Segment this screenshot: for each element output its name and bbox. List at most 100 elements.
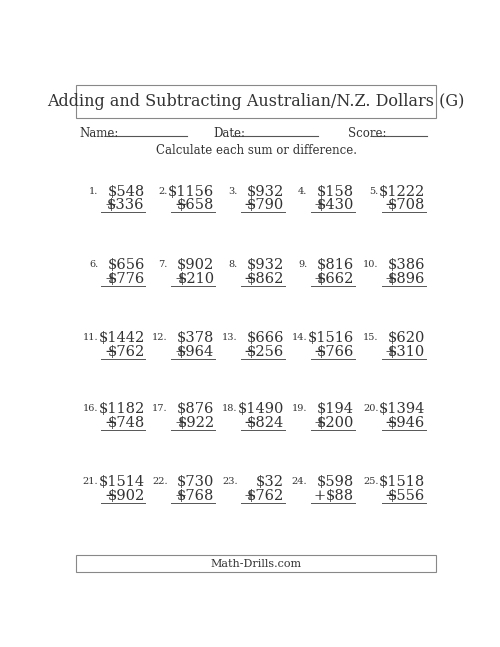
Text: $656: $656 <box>108 258 144 272</box>
Text: $620: $620 <box>388 331 425 345</box>
Text: $556: $556 <box>388 488 425 503</box>
Text: 15.: 15. <box>363 333 378 342</box>
Text: +: + <box>174 488 186 503</box>
Text: 2.: 2. <box>158 187 168 196</box>
Text: $310: $310 <box>388 345 425 358</box>
Text: −: − <box>385 199 397 212</box>
Text: $762: $762 <box>247 488 284 503</box>
Text: −: − <box>174 199 186 212</box>
Text: $666: $666 <box>246 331 284 345</box>
Text: $662: $662 <box>316 272 354 285</box>
Text: +: + <box>314 199 326 212</box>
Text: $1442: $1442 <box>98 331 144 345</box>
Text: 23.: 23. <box>222 477 238 487</box>
Text: 1.: 1. <box>89 187 98 196</box>
Text: $658: $658 <box>177 199 214 212</box>
Text: −: − <box>385 415 397 430</box>
Text: $902: $902 <box>177 258 214 272</box>
Text: $32: $32 <box>256 475 284 489</box>
Text: Calculate each sum or difference.: Calculate each sum or difference. <box>156 144 357 157</box>
Text: $194: $194 <box>317 402 354 416</box>
Text: 18.: 18. <box>222 404 238 413</box>
Text: +: + <box>174 345 186 358</box>
Text: 6.: 6. <box>89 260 98 269</box>
Text: −: − <box>244 415 256 430</box>
Text: $1516: $1516 <box>308 331 354 345</box>
Text: $200: $200 <box>316 415 354 430</box>
Text: $1182: $1182 <box>98 402 144 416</box>
Text: +: + <box>314 415 326 430</box>
Text: 17.: 17. <box>152 404 168 413</box>
Text: $824: $824 <box>247 415 284 430</box>
Text: $816: $816 <box>316 258 354 272</box>
Text: 13.: 13. <box>222 333 238 342</box>
Text: $548: $548 <box>108 184 144 199</box>
Text: −: − <box>104 345 117 358</box>
Text: Score:: Score: <box>348 127 386 140</box>
Text: +: + <box>104 272 117 285</box>
Text: Adding and Subtracting Australian/N.Z. Dollars (G): Adding and Subtracting Australian/N.Z. D… <box>48 93 465 110</box>
Text: $790: $790 <box>247 199 284 212</box>
Text: 8.: 8. <box>228 260 237 269</box>
Text: $708: $708 <box>388 199 425 212</box>
Text: +: + <box>104 199 117 212</box>
Text: Math-Drills.com: Math-Drills.com <box>210 558 302 569</box>
Text: $256: $256 <box>247 345 284 358</box>
Text: $1394: $1394 <box>379 402 425 416</box>
Text: +: + <box>314 488 326 503</box>
Text: 22.: 22. <box>152 477 168 487</box>
Text: 11.: 11. <box>82 333 98 342</box>
Text: 7.: 7. <box>158 260 168 269</box>
Text: $210: $210 <box>178 272 214 285</box>
Bar <box>76 85 436 118</box>
Text: $336: $336 <box>107 199 144 212</box>
Text: 4.: 4. <box>298 187 308 196</box>
Text: $902: $902 <box>108 488 144 503</box>
Text: $1514: $1514 <box>98 475 144 489</box>
Text: $896: $896 <box>388 272 425 285</box>
Text: −: − <box>244 199 256 212</box>
Text: 20.: 20. <box>363 404 378 413</box>
Text: 24.: 24. <box>292 477 308 487</box>
Text: $876: $876 <box>177 402 214 416</box>
Text: −: − <box>385 488 397 503</box>
Text: $946: $946 <box>388 415 425 430</box>
Text: $430: $430 <box>316 199 354 212</box>
Text: $158: $158 <box>317 184 354 199</box>
Text: 12.: 12. <box>152 333 168 342</box>
Text: $932: $932 <box>247 258 284 272</box>
Text: $762: $762 <box>108 345 144 358</box>
Bar <box>76 555 436 572</box>
Text: $386: $386 <box>388 258 425 272</box>
Text: 10.: 10. <box>363 260 378 269</box>
Text: +: + <box>174 272 186 285</box>
Text: $766: $766 <box>316 345 354 358</box>
Text: +: + <box>314 272 326 285</box>
Text: $768: $768 <box>177 488 214 503</box>
Text: +: + <box>244 488 256 503</box>
Text: −: − <box>244 345 256 358</box>
Text: −: − <box>244 272 256 285</box>
Text: +: + <box>385 345 397 358</box>
Text: $1518: $1518 <box>379 475 425 489</box>
Text: $1222: $1222 <box>379 184 425 199</box>
Text: +: + <box>385 272 397 285</box>
Text: Date:: Date: <box>214 127 246 140</box>
Text: 21.: 21. <box>82 477 98 487</box>
Text: $1490: $1490 <box>238 402 284 416</box>
Text: $862: $862 <box>247 272 284 285</box>
Text: +: + <box>174 415 186 430</box>
Text: −: − <box>104 488 117 503</box>
Text: $88: $88 <box>326 488 354 503</box>
Text: $1156: $1156 <box>168 184 214 199</box>
Text: 3.: 3. <box>228 187 237 196</box>
Text: −: − <box>104 415 117 430</box>
Text: 16.: 16. <box>82 404 98 413</box>
Text: 5.: 5. <box>370 187 378 196</box>
Text: $776: $776 <box>108 272 144 285</box>
Text: $922: $922 <box>178 415 214 430</box>
Text: $748: $748 <box>108 415 144 430</box>
Text: −: − <box>314 345 326 358</box>
Text: $964: $964 <box>177 345 214 358</box>
Text: 25.: 25. <box>363 477 378 487</box>
